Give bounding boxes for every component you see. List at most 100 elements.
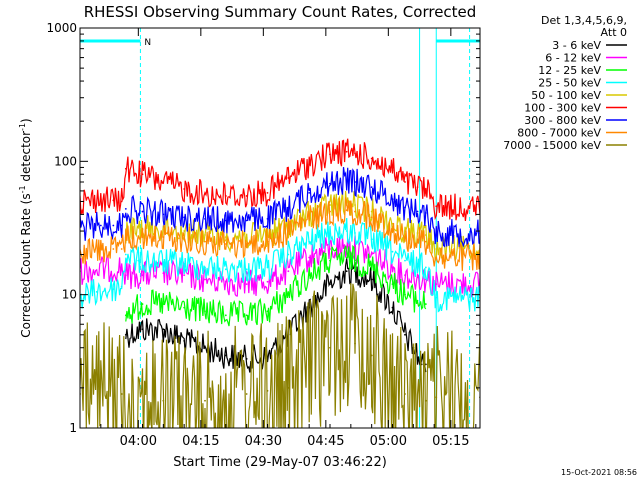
series-line-8 (80, 283, 480, 428)
series-1-point-4 (162, 272, 165, 275)
series-1-point-15 (370, 253, 373, 256)
series-2-point-13 (370, 266, 373, 269)
series-2-point-15 (404, 293, 406, 296)
y-label-middle: detector (19, 131, 33, 186)
series-8-point-8 (329, 346, 331, 349)
series-4-point-18 (435, 248, 438, 250)
series-0-point-10 (329, 283, 331, 286)
series-6-point-13 (308, 191, 311, 194)
series-2-point-2 (162, 303, 165, 305)
series-8-point-9 (345, 340, 348, 342)
series-2-point-6 (245, 314, 248, 317)
series-5-point-6 (162, 181, 165, 183)
series-6-point-14 (329, 182, 331, 185)
series-4-point-5 (224, 236, 227, 239)
series-7-point-14 (329, 210, 331, 213)
series-8-point-3 (204, 399, 206, 402)
series-2-point-14 (391, 283, 394, 286)
series-5-point-1 (99, 198, 102, 201)
series-line-3 (80, 217, 480, 313)
series-line-4 (125, 190, 480, 262)
series-6-point-22 (435, 232, 438, 234)
series-7-point-10 (245, 243, 248, 245)
series-8-point-10 (354, 342, 356, 345)
series-3-point-6 (162, 261, 165, 264)
series-1-point-5 (183, 274, 186, 277)
axes: 1 10 100 1000 04:00 04:15 04:30 04:45 05:00 05:15 (46, 21, 480, 449)
series-0-point-4 (204, 346, 206, 349)
series-3-point-9 (224, 268, 227, 271)
series-1-point-16 (391, 266, 394, 269)
series-0-point-2 (162, 328, 165, 331)
series-3-point-17 (370, 238, 373, 241)
series-7-point-5 (141, 236, 144, 239)
series-2-point-8 (287, 293, 290, 296)
series-7-point-8 (204, 240, 206, 243)
series-4-point-12 (354, 204, 356, 206)
series-3-point-21 (424, 266, 427, 269)
series-8-point-14 (424, 399, 427, 402)
series-0-point-1 (141, 328, 144, 331)
series-1-point-2 (124, 274, 127, 277)
series-2-point-4 (204, 310, 206, 313)
x-tick-label-1: 04:15 (182, 434, 219, 449)
series-5-point-7 (183, 188, 186, 190)
series-7-point-1 (99, 248, 102, 250)
series-7-point-9 (224, 243, 227, 245)
series-3-point-16 (354, 232, 356, 234)
series-4-point-13 (370, 210, 373, 213)
timestamp: 15-Oct-2021 08:56 (561, 468, 637, 477)
x-tick-label-0: 04:00 (120, 434, 157, 449)
series-7-point-11 (266, 240, 269, 243)
series-5-point-11 (266, 191, 269, 194)
series-1-point-9 (266, 280, 269, 283)
legend-header-1: Att 0 (601, 26, 627, 39)
series-7-point-19 (404, 236, 406, 239)
series-5-point-12 (287, 177, 290, 179)
series-2-point-11 (345, 256, 348, 259)
series-line-7 (80, 197, 480, 271)
series-8-point-1 (120, 393, 123, 395)
legend-header-0: Det 1,3,4,5,6,9, (541, 14, 627, 27)
series-8-point-7 (308, 363, 311, 366)
series-2-point-1 (141, 303, 144, 305)
series-0-point-0 (124, 333, 127, 336)
series-2-point-5 (224, 314, 227, 317)
series-7-point-2 (112, 248, 115, 250)
x-axis-label: Start Time (29-May-07 03:46:22) (173, 455, 387, 470)
series-7-point-7 (183, 238, 186, 241)
x-tick-label-2: 04:30 (245, 434, 282, 449)
series-7-point-21 (424, 240, 427, 243)
series-3-point-3 (120, 285, 123, 288)
flag-label: N (144, 38, 151, 48)
series-7-point-6 (162, 236, 165, 239)
series-6-point-15 (345, 179, 348, 182)
series-1-point-3 (141, 274, 144, 277)
series-7-point-22 (435, 256, 438, 259)
series-6-point-6 (162, 213, 165, 216)
series-4-point-4 (204, 234, 206, 236)
series-7-point-4 (124, 236, 127, 239)
series-3-point-20 (416, 263, 419, 265)
series-3-point-15 (345, 230, 348, 232)
series-1-point-20 (435, 283, 438, 286)
y-axis-label: Corrected Count Rate (s-1 detector-1) (18, 118, 33, 337)
y-tick-label-2: 100 (54, 154, 77, 168)
legend-label-2: 12 - 25 keV (538, 64, 601, 77)
series-7-point-12 (287, 230, 290, 232)
series-line-5 (80, 138, 480, 221)
series-2-point-12 (354, 259, 356, 262)
series-8-point-12 (391, 381, 394, 384)
series-8-point-15 (435, 396, 438, 399)
series-line-2 (125, 244, 427, 327)
series-3-point-18 (391, 250, 394, 253)
series-5-point-4 (124, 167, 127, 170)
series-1-point-12 (329, 248, 331, 250)
series-8-point-2 (162, 399, 165, 402)
series-6-point-8 (204, 218, 206, 220)
legend-label-3: 25 - 50 keV (538, 77, 601, 90)
y-tick-label-0: 1 (69, 421, 77, 435)
series-2-point-17 (424, 303, 427, 305)
